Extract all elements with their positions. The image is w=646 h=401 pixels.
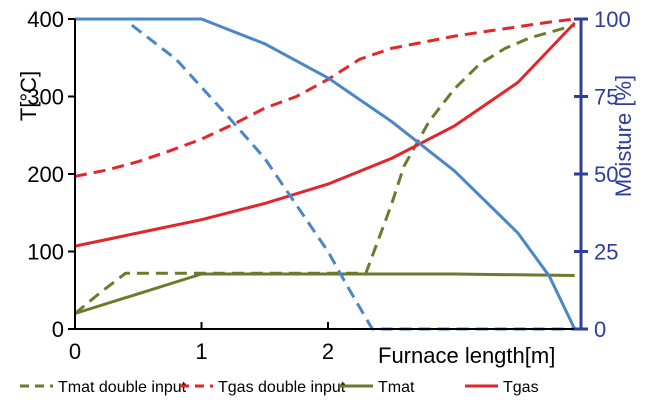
x-tick-label: 2 [322,339,334,364]
series-line-5 [75,17,577,330]
y-left-tick-label: 0 [52,317,64,342]
legend: Tmat double input Tgas double input Tmat Tg… [20,379,539,396]
y-left-tick-label: 100 [27,240,64,265]
series-line-1 [74,17,575,178]
series-line-4 [130,24,575,331]
y-right-tick-label: 50 [594,162,618,187]
x-tick-label: 0 [69,339,81,364]
y-axis-right-label: Moisture [%] [611,75,636,197]
axes: 0 100 200 300 400 0 1 2 0 25 50 75 100 [27,7,630,364]
y-left-tick-label: 300 [27,85,64,110]
series-line-0 [74,23,576,315]
y-right-tick-label: 100 [594,7,631,32]
legend-label: Tgas [503,379,539,396]
legend-label: Tmat double input [58,379,187,396]
x-axis-label-background [374,342,588,370]
y-right-tick-label: 75 [594,85,618,110]
y-right-tick-label: 25 [594,240,618,265]
legend-label: Tgas double input [218,379,346,396]
x-tick-label: 1 [195,339,207,364]
legend-label: Tmat [378,379,415,396]
x-axis-label: Furnace length[m] [378,343,555,368]
y-left-tick-label: 400 [27,7,64,32]
y-left-tick-label: 200 [27,162,64,187]
series-line-3 [74,21,576,248]
series-layer [74,17,577,331]
series-line-2 [74,272,575,315]
y-right-tick-label: 0 [594,317,606,342]
y-axis-left-label: T[°C] [16,71,41,121]
